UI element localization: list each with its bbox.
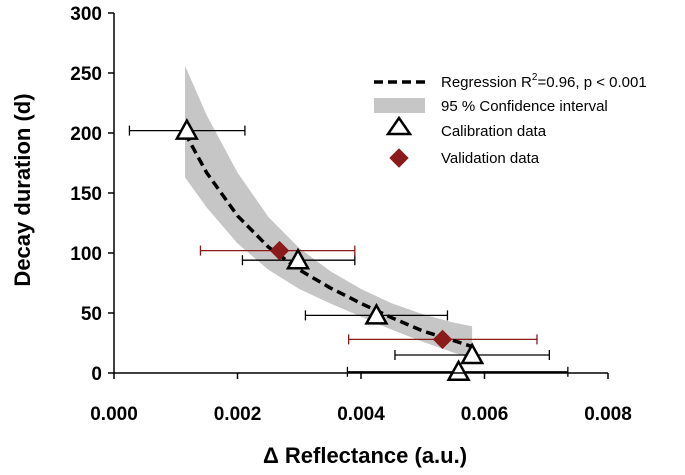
x-axis-ticks: 0.000 0.002 0.004 0.006 0.008 <box>90 373 632 425</box>
calibration-point <box>364 302 389 325</box>
y-axis-title: Decay duration (d) <box>10 93 35 286</box>
x-axis-title: Δ Reflectance (a.u.) <box>263 443 467 468</box>
validation-point <box>269 240 290 261</box>
x-tick-label: 0.004 <box>337 404 385 425</box>
confidence-band <box>185 65 473 359</box>
calibration-point <box>174 118 199 140</box>
calibration-point <box>285 247 311 270</box>
legend-confidence-swatch <box>374 98 425 113</box>
calibration-point <box>460 342 485 365</box>
y-tick-label: 100 <box>70 244 102 265</box>
calibration-point <box>446 359 471 382</box>
x-tick-label: 0.000 <box>90 404 138 425</box>
legend-regression-superscript: 2 <box>532 72 538 83</box>
x-tick-label: 0.002 <box>214 404 262 425</box>
legend-validation-label: Validation data <box>441 150 540 167</box>
y-tick-label: 200 <box>70 124 102 145</box>
x-tick-label: 0.008 <box>584 404 632 425</box>
legend-calibration-label: Calibration data <box>441 123 547 140</box>
legend-calibration-marker <box>385 115 413 136</box>
y-tick-label: 0 <box>91 364 102 385</box>
legend-regression-prefix: Regression R <box>441 74 532 91</box>
x-tick-label: 0.006 <box>461 404 509 425</box>
y-tick-label: 150 <box>70 184 102 205</box>
validation-point <box>432 329 453 350</box>
y-tick-label: 250 <box>70 64 102 85</box>
y-tick-label: 300 <box>70 4 102 25</box>
legend-regression-label: Regression R2=0.96, p < 0.001 <box>441 72 647 91</box>
y-axis-ticks: 0 50 100 150 200 250 300 <box>70 4 114 385</box>
legend: Regression R2=0.96, p < 0.001 95 % Confi… <box>374 72 647 168</box>
regression-line <box>183 132 473 349</box>
legend-regression-suffix: =0.96, p < 0.001 <box>537 74 646 91</box>
legend-validation-marker <box>389 148 409 168</box>
marker-group <box>174 118 485 382</box>
legend-confidence-label: 95 % Confidence interval <box>441 98 608 115</box>
y-tick-label: 50 <box>81 304 102 325</box>
